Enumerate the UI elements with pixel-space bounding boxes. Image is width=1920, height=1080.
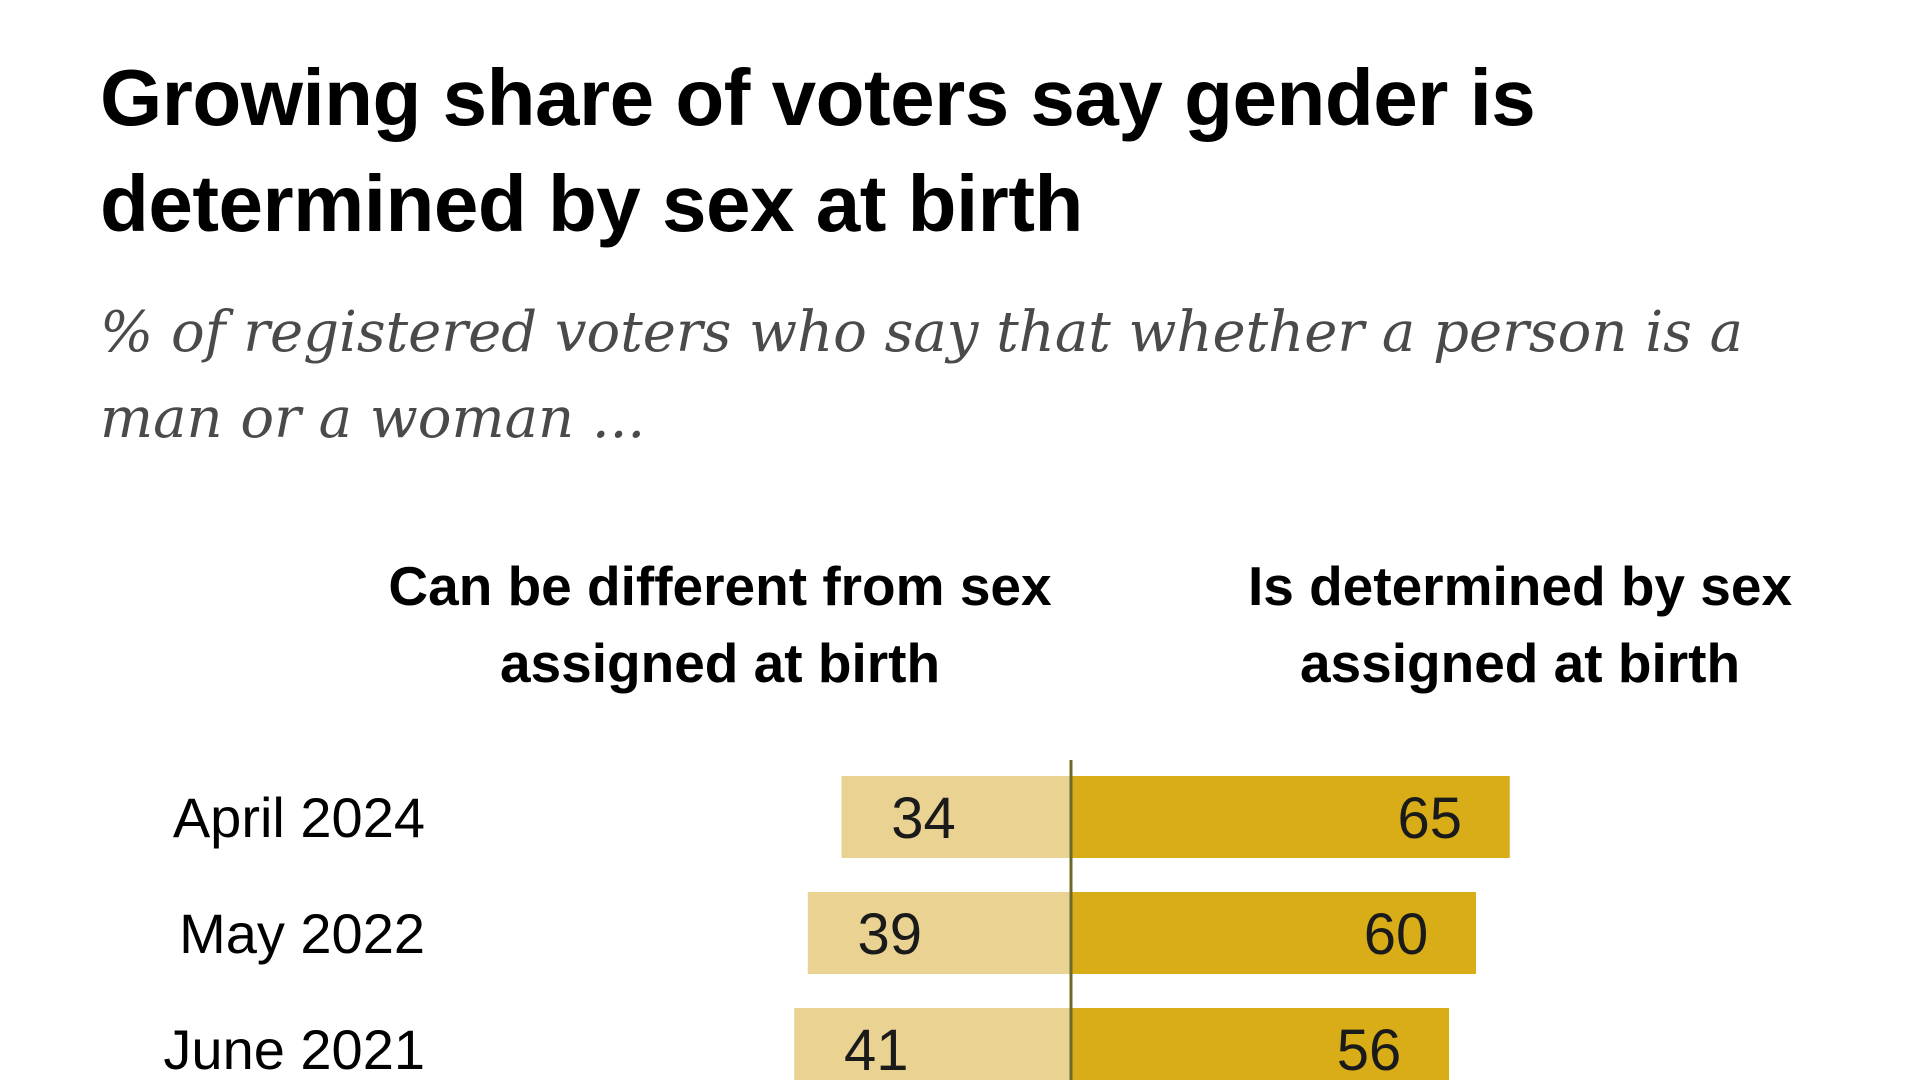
bar-can-be-different-april-2024 (841, 776, 1071, 858)
chart-title: Growing share of voters say gender is de… (100, 53, 1536, 248)
value-determined-by-sex-june-2021: 56 (1337, 1018, 1402, 1080)
value-determined-by-sex-may-2022: 60 (1364, 902, 1429, 967)
row-label-june-2021: June 2021 (163, 1018, 425, 1080)
row-label-april-2024: April 2024 (173, 786, 425, 849)
value-can-be-different-may-2022: 39 (857, 902, 922, 967)
row-label-may-2022: May 2022 (179, 902, 425, 965)
bar-can-be-different-june-2021 (794, 1008, 1071, 1080)
bar-determined-by-sex-june-2021 (1071, 1008, 1449, 1080)
value-can-be-different-april-2024: 34 (891, 786, 956, 851)
chart-subtitle: % of registered voters who say that whet… (100, 300, 1744, 451)
value-can-be-different-june-2021: 41 (844, 1018, 909, 1080)
legend-determined-by-sex: Is determined by sex assigned at birth (1247, 555, 1793, 694)
diverging-bar-chart: April 2024 34 65 May 2022 39 60 June 2021 41 56 (163, 760, 1510, 1080)
bar-determined-by-sex-may-2022 (1071, 892, 1476, 974)
bar-can-be-different-may-2022 (807, 892, 1071, 974)
value-determined-by-sex-april-2024: 65 (1397, 786, 1462, 851)
legend-can-be-different: Can be different from sex assigned at bi… (388, 555, 1052, 694)
bar-determined-by-sex-april-2024 (1071, 776, 1510, 858)
